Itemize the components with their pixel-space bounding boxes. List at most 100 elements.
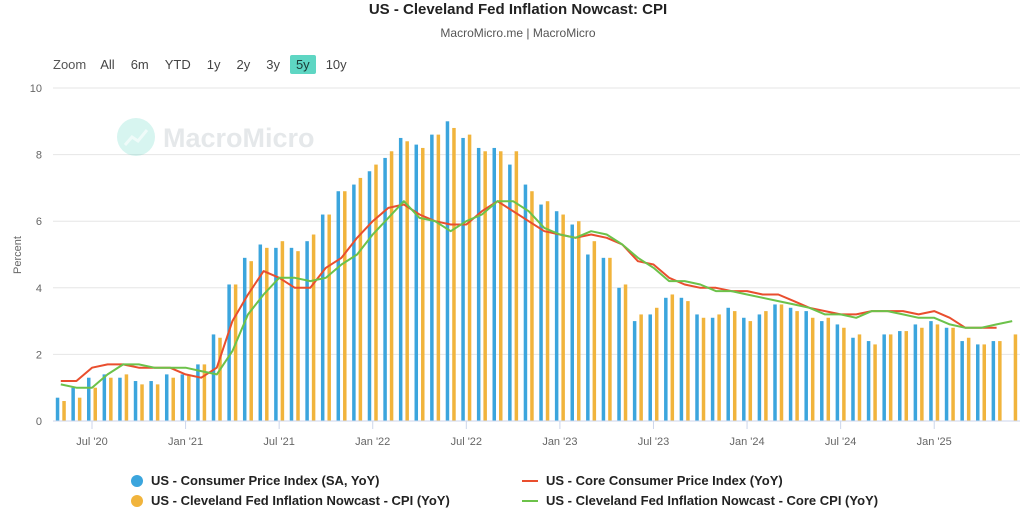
bar-nowcast-cpi <box>514 151 519 421</box>
bar-nowcast-cpi <box>358 177 363 421</box>
legend-label-nowcast-cpi: US - Cleveland Fed Inflation Nowcast - C… <box>151 493 450 508</box>
legend-item-cpi[interactable]: US - Consumer Price Index (SA, YoY) <box>131 473 380 488</box>
legend-item-core-cpi[interactable]: US - Core Consumer Price Index (YoY) <box>522 473 783 488</box>
bar-nowcast-cpi <box>920 327 924 421</box>
range-button-1y[interactable]: 1y <box>206 57 221 72</box>
y-tick-label: 0 <box>36 416 42 428</box>
legend-item-nowcast-core[interactable]: US - Cleveland Fed Inflation Nowcast - C… <box>522 493 878 508</box>
bar-nowcast-cpi <box>202 364 207 421</box>
bar-nowcast-cpi <box>686 301 690 421</box>
bar-cpi <box>133 381 138 421</box>
bar-nowcast-cpi <box>467 134 472 421</box>
bar-nowcast-cpi <box>296 251 300 421</box>
legend-item-nowcast-cpi[interactable]: US - Cleveland Fed Inflation Nowcast - C… <box>131 493 450 508</box>
bar-nowcast-cpi <box>140 384 144 421</box>
bar-cpi <box>508 164 512 421</box>
bar-cpi <box>820 321 824 421</box>
legend-label-core-cpi: US - Core Consumer Price Index (YoY) <box>546 473 783 488</box>
bar-nowcast-cpi <box>810 317 815 421</box>
chart-canvas: MacroMicro 0 2 4 6 8 10 Jul '20 Jan '21 Jul '21 J… <box>12 83 1020 448</box>
y-tick-label: 2 <box>36 349 42 361</box>
bar-cpi <box>430 134 434 421</box>
bar-nowcast-cpi <box>826 317 831 421</box>
bar-nowcast-cpi <box>327 214 331 421</box>
bar-cpi <box>679 297 684 421</box>
bar-nowcast-cpi <box>982 344 987 421</box>
bar-cpi <box>383 157 387 421</box>
bar-cpi <box>835 324 840 421</box>
range-button-6m[interactable]: 6m <box>130 57 149 72</box>
range-button-10y[interactable]: 10y <box>325 57 347 72</box>
watermark-logo-icon <box>117 118 155 156</box>
bar-nowcast-cpi <box>483 151 487 421</box>
bar-nowcast-cpi <box>499 151 503 421</box>
range-button-2y[interactable]: 2y <box>236 57 251 72</box>
bar-nowcast-cpi <box>654 307 659 421</box>
bar-cpi <box>523 184 528 421</box>
range-button-3y[interactable]: 3y <box>266 57 280 72</box>
bar-nowcast-cpi <box>171 377 175 421</box>
bar-cpi <box>196 364 200 421</box>
bar-nowcast-cpi <box>998 341 1002 421</box>
bar-cpi <box>352 184 356 421</box>
bar-cpi <box>305 241 309 421</box>
bar-nowcast-cpi <box>779 304 784 421</box>
bar-cpi <box>554 211 559 421</box>
bar-nowcast-cpi <box>545 201 550 421</box>
bar-cpi <box>882 334 886 421</box>
bar-cpi <box>648 314 652 421</box>
x-tick-label: Jul '20 <box>76 436 107 448</box>
bar-cpi <box>851 337 855 421</box>
bar-nowcast-cpi <box>280 241 285 421</box>
y-tick-label: 6 <box>36 216 42 228</box>
bar-cpi <box>944 327 949 421</box>
bar-nowcast-cpi <box>670 294 675 421</box>
bar-cpi <box>367 171 372 421</box>
bar-nowcast-cpi <box>592 241 597 421</box>
bar-cpi <box>866 341 871 421</box>
bar-cpi <box>461 137 465 421</box>
bar-nowcast-cpi <box>935 324 940 421</box>
bar-cpi <box>289 247 294 421</box>
range-button-ytd[interactable]: YTD <box>164 57 191 72</box>
bar-cpi <box>617 287 621 421</box>
bar-cpi <box>742 317 746 421</box>
bar-cpi <box>570 224 574 421</box>
bar-cpi <box>632 321 637 421</box>
line-nowcast-core <box>60 200 1013 389</box>
bar-cpi <box>258 244 263 421</box>
bar-nowcast-cpi <box>62 401 66 421</box>
bar-nowcast-cpi <box>951 327 955 421</box>
range-button-5y[interactable]: 5y <box>289 55 316 74</box>
bar-nowcast-cpi <box>1013 334 1018 421</box>
bar-nowcast-cpi <box>452 127 456 422</box>
zoom-label: Zoom <box>53 57 87 72</box>
legend-marker-core-cpi <box>522 479 538 482</box>
bar-nowcast-cpi <box>124 374 129 421</box>
bar-cpi <box>476 147 481 421</box>
bar-nowcast-cpi <box>233 284 238 421</box>
bar-cpi <box>414 144 419 422</box>
bar-nowcast-cpi <box>576 221 581 421</box>
bar-cpi <box>664 297 668 421</box>
bar-nowcast-cpi <box>187 374 191 421</box>
bar-nowcast-cpi <box>701 317 706 421</box>
x-tick-label: Jan '22 <box>355 436 390 448</box>
bar-nowcast-cpi <box>795 311 799 421</box>
x-tick-label: Jul '21 <box>263 436 294 448</box>
x-tick-label: Jul '23 <box>638 436 669 448</box>
watermark-text: MacroMicro <box>163 123 315 153</box>
bar-cpi <box>164 374 169 421</box>
range-button-all[interactable]: All <box>100 57 115 72</box>
bar-cpi <box>71 387 75 421</box>
bar-cpi <box>398 137 403 421</box>
legend-label-cpi: US - Consumer Price Index (SA, YoY) <box>151 473 380 488</box>
bar-nowcast-cpi <box>904 331 909 421</box>
bar-cpi <box>773 304 777 421</box>
bar-cpi <box>898 331 902 421</box>
bar-nowcast-cpi <box>561 214 565 421</box>
bar-nowcast-cpi <box>966 337 971 421</box>
bar-cpi <box>757 314 762 421</box>
bar-nowcast-cpi <box>623 284 628 421</box>
bar-nowcast-cpi <box>109 377 113 421</box>
